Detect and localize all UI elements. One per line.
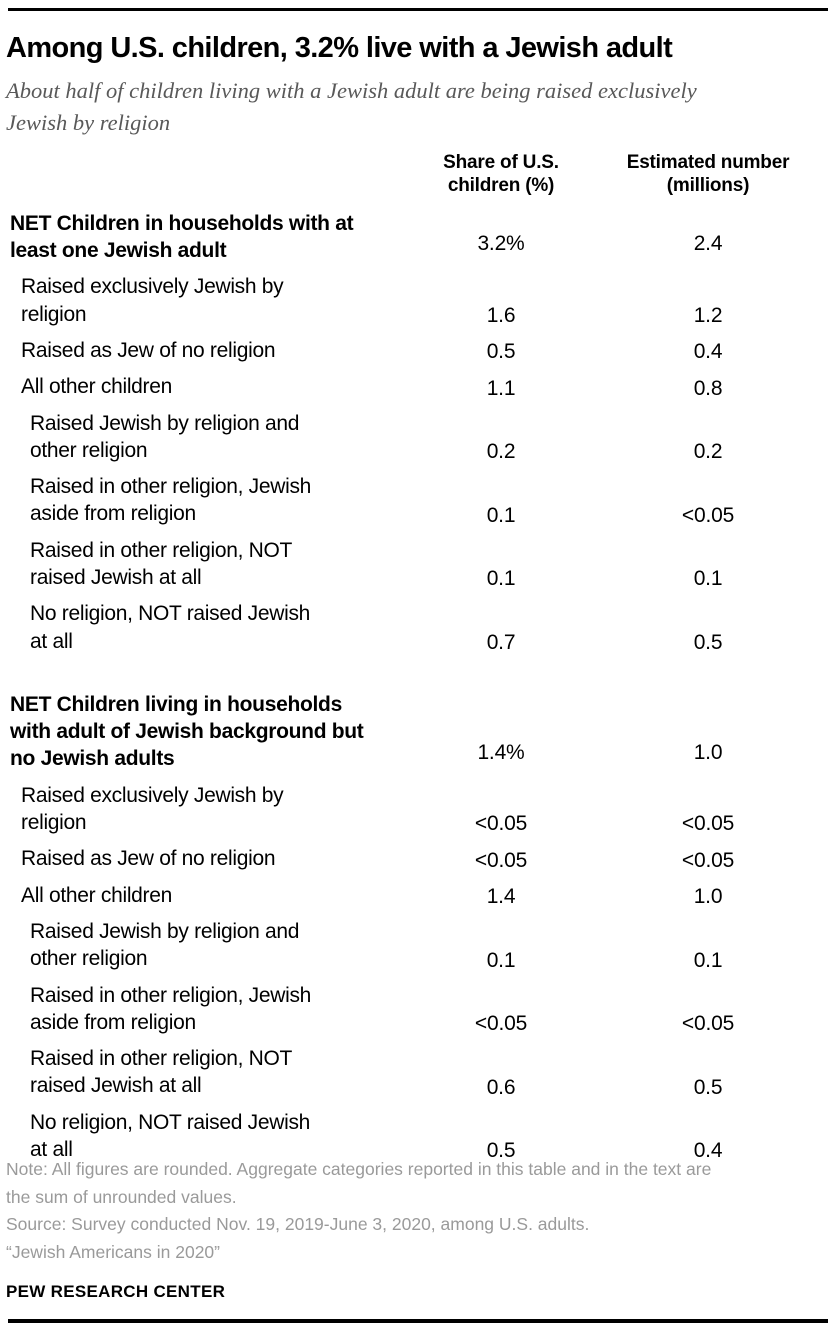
table-row: Raised Jewish by religion and other reli… <box>6 410 828 474</box>
top-rule <box>8 8 828 11</box>
row-number-value: 1.0 <box>693 740 723 764</box>
table-row: Raised in other religion, NOT raised Jew… <box>6 537 828 601</box>
row-number-value: 0.4 <box>693 1139 723 1163</box>
table-row: No religion, NOT raised Jewish at all 0.… <box>6 600 828 664</box>
note-text: Note: All figures are rounded. Aggregate… <box>6 1159 712 1207</box>
row-number-value: 0.5 <box>693 630 723 654</box>
row-label: Raised in other religion, Jewish aside f… <box>30 983 312 1034</box>
table-body: NET Children in households with at least… <box>6 210 828 1173</box>
row-number-value: <0.05 <box>681 812 735 836</box>
row-number-value: 2.4 <box>693 232 723 256</box>
row-share-value: <0.05 <box>474 848 528 872</box>
row-label: NET Children in households with at least… <box>10 211 354 263</box>
row-share-value: 1.6 <box>486 303 516 327</box>
row-number-value: <0.05 <box>681 848 735 872</box>
row-number-value: 0.5 <box>693 1075 723 1099</box>
row-share-value: 0.6 <box>486 1075 516 1099</box>
table-row: NET Children living in households with a… <box>6 664 828 782</box>
row-number-value: 0.1 <box>693 567 723 591</box>
source-text: Source: Survey conducted Nov. 19, 2019-J… <box>6 1214 590 1235</box>
row-share-value: 0.5 <box>486 340 516 364</box>
table-row: Raised in other religion, Jewish aside f… <box>6 982 828 1046</box>
row-share-value: <0.05 <box>474 812 528 836</box>
row-number-value: 0.2 <box>693 440 723 464</box>
row-number-value: 0.1 <box>693 948 723 972</box>
row-number-value: 1.2 <box>693 303 723 327</box>
row-label: Raised exclusively Jewish by religion <box>21 275 284 326</box>
row-share-value: 1.4 <box>486 884 516 908</box>
row-label: Raised as Jew of no religion <box>21 338 276 362</box>
col-header-blank <box>6 152 414 210</box>
row-label: All other children <box>21 883 173 907</box>
row-share-value: 1.4% <box>477 740 525 764</box>
row-share-value: 0.2 <box>486 440 516 464</box>
row-share-value: 0.5 <box>486 1139 516 1163</box>
row-label: Raised exclusively Jewish by religion <box>21 783 284 835</box>
row-label: Raised in other religion, NOT raised Jew… <box>30 1047 293 1098</box>
row-number-value: <0.05 <box>681 503 735 527</box>
brand-wordmark: PEW RESEARCH CENTER <box>6 1281 226 1301</box>
row-share-value: 0.1 <box>486 567 516 591</box>
data-table: Share of U.S. children (%) Estimated num… <box>6 152 828 1172</box>
row-label: No religion, NOT raised Jewish at all <box>30 1110 311 1162</box>
table-row: Raised as Jew of no religion 0.5 0.4 <box>6 337 828 373</box>
row-label: All other children <box>21 375 173 399</box>
table-row: No religion, NOT raised Jewish at all 0.… <box>6 1109 828 1173</box>
row-label: Raised Jewish by religion and other reli… <box>30 411 300 462</box>
row-label: NET Children living in households with a… <box>10 692 364 771</box>
table-row: Raised exclusively Jewish by religion 1.… <box>6 273 828 337</box>
table-row: NET Children in households with at least… <box>6 210 828 274</box>
row-share-value: 0.7 <box>486 630 516 654</box>
header-row: Share of U.S. children (%) Estimated num… <box>6 152 828 210</box>
row-share-value: 0.1 <box>486 948 516 972</box>
table-row: Raised in other religion, NOT raised Jew… <box>6 1045 828 1109</box>
chart-title: Among U.S. children, 3.2% live with a Je… <box>6 32 673 64</box>
row-share-value: 0.1 <box>486 503 516 527</box>
row-number-value: 1.0 <box>693 884 723 908</box>
chart-subtitle: About half of children living with a Jew… <box>6 78 697 136</box>
row-number-value: 0.8 <box>693 376 723 400</box>
table-row: Raised exclusively Jewish by religion <0… <box>6 782 828 846</box>
row-label: Raised in other religion, Jewish aside f… <box>30 475 312 526</box>
row-label: No religion, NOT raised Jewish at all <box>30 602 311 653</box>
table-row: Raised Jewish by religion and other reli… <box>6 918 828 982</box>
row-label: Raised Jewish by religion and other reli… <box>30 919 300 971</box>
row-label: Raised as Jew of no religion <box>21 847 276 871</box>
table-row: All other children 1.1 0.8 <box>6 373 828 409</box>
table-row: Raised in other religion, Jewish aside f… <box>6 473 828 537</box>
row-number-value: 0.4 <box>693 340 723 364</box>
footer: Note: All figures are rounded. Aggregate… <box>6 1156 826 1302</box>
table-row: Raised as Jew of no religion <0.05 <0.05 <box>6 845 828 881</box>
bottom-rule <box>8 1319 828 1323</box>
row-number-value: <0.05 <box>681 1012 735 1036</box>
row-share-value: <0.05 <box>474 1012 528 1036</box>
row-share-value: 3.2% <box>477 232 525 256</box>
col-header-number: Estimated number (millions) <box>626 152 790 196</box>
table-row: All other children 1.4 1.0 <box>6 882 828 918</box>
citation-text: “Jewish Americans in 2020” <box>6 1241 220 1262</box>
col-header-share: Share of U.S. children (%) <box>443 152 559 196</box>
row-share-value: 1.1 <box>486 376 516 400</box>
row-label: Raised in other religion, NOT raised Jew… <box>30 538 293 589</box>
